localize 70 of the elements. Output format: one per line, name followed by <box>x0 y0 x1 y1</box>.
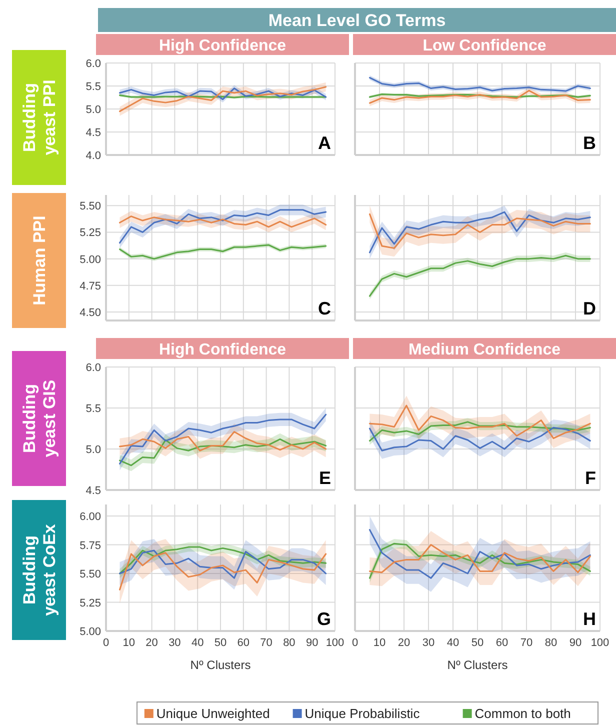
y-axis-title: Human PPI <box>30 216 49 306</box>
x-tick-label: 100 <box>590 637 610 649</box>
y-tick-label: 5.50 <box>80 568 101 580</box>
line-series <box>118 546 327 574</box>
y-tick-label: 4.5 <box>86 485 101 497</box>
x-tick-label: 20 <box>398 637 410 649</box>
y-tick-label: 4.50 <box>80 306 101 319</box>
x-tick-label: 100 <box>326 637 344 649</box>
annotation: F <box>585 468 596 488</box>
x-tick-label: 70 <box>520 637 533 649</box>
y-tick-label: 6.00 <box>80 511 101 523</box>
x-tick-label: 40 <box>191 637 204 649</box>
x-tick-label: 80 <box>544 637 558 649</box>
annotation: C <box>318 298 331 318</box>
chart-title: High Confidence <box>158 342 286 358</box>
y-tick-label: 5.0 <box>86 104 101 116</box>
line-series <box>118 414 327 465</box>
x-tick-label: 50 <box>214 637 227 649</box>
y-tick-label: 5.5 <box>86 403 101 415</box>
annotation: A <box>318 133 331 153</box>
legend-label: Unique Probabilistic <box>304 706 420 721</box>
y-tick-label: 5.0 <box>86 444 101 456</box>
line-series <box>118 550 327 579</box>
line-series <box>118 431 327 452</box>
x-tick-label: 40 <box>446 637 460 649</box>
x-tick-label: 0 <box>352 637 358 649</box>
x-tick-label: 80 <box>283 637 296 649</box>
y-tick-label: 5.00 <box>80 626 101 638</box>
y-axis-title: Budding yeast PPI <box>20 80 59 156</box>
y-tick-label: 5.75 <box>80 540 101 552</box>
text: Mean Level GO Terms <box>268 11 446 30</box>
y-axis-title: Budding yeast GIS <box>20 380 59 458</box>
x-axis-title: Nº Clusters <box>190 658 251 672</box>
annotation: H <box>583 609 596 629</box>
y-tick-label: 6.0 <box>86 362 101 374</box>
y-tick-label: 4.75 <box>80 280 101 292</box>
x-tick-label: 30 <box>168 637 181 649</box>
x-tick-label: 60 <box>237 637 250 649</box>
x-tick-label: 60 <box>496 637 508 649</box>
chart-title: Medium Confidence <box>408 342 561 358</box>
annotation: B <box>583 133 596 153</box>
x-tick-label: 30 <box>422 637 435 649</box>
annotation: G <box>316 609 331 629</box>
line-series <box>118 216 327 228</box>
legend-label: Common to both <box>474 706 571 721</box>
y-tick-label: 5.50 <box>80 200 101 213</box>
annotation: D <box>583 298 596 318</box>
annotation: E <box>318 468 331 488</box>
x-tick-label: 70 <box>260 637 272 649</box>
x-tick-label: 90 <box>569 637 582 649</box>
x-axis-title: Nº Clusters <box>447 658 508 672</box>
x-tick-label: 20 <box>146 637 158 649</box>
chart-title: High Confidence <box>158 38 286 54</box>
line-series <box>118 552 327 590</box>
legend-label: Unique Unweighted <box>156 706 270 721</box>
y-tick-label: 4.5 <box>86 127 101 139</box>
y-tick-label: 4.0 <box>86 150 101 162</box>
x-tick-label: 10 <box>122 637 136 649</box>
y-tick-label: 5.00 <box>80 254 101 266</box>
x-tick-label: 90 <box>306 637 318 649</box>
y-tick-label: 5.5 <box>86 81 101 93</box>
x-tick-label: 50 <box>471 637 484 649</box>
x-tick-label: 0 <box>102 637 110 649</box>
y-tick-label: 6.0 <box>86 58 101 70</box>
chart-title: Low Confidence <box>422 38 546 54</box>
y-tick-label: 5.25 <box>80 227 101 240</box>
x-tick-label: 10 <box>373 637 386 649</box>
y-axis-title: Budding yeast CoEx <box>20 524 59 616</box>
y-tick-label: 5.25 <box>80 597 101 610</box>
line-series <box>118 438 327 466</box>
